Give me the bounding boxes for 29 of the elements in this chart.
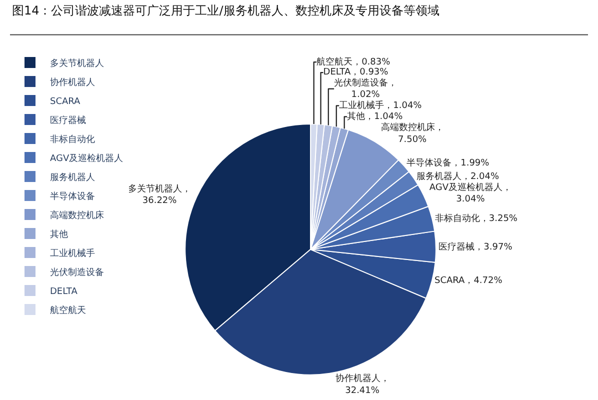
data-label: 非标自动化，3.25% xyxy=(434,212,518,224)
legend-label: 半导体设备 xyxy=(50,191,95,202)
legend-label: SCARA xyxy=(50,97,82,108)
data-label: 工业机械手，1.04% xyxy=(339,100,422,112)
data-label: 半导体设备，1.99% xyxy=(406,158,490,169)
data-label: 光伏制造设备， 1.02% xyxy=(334,78,398,100)
legend-label: 航空航天 xyxy=(50,305,86,316)
data-label: 其他，1.04% xyxy=(347,111,404,122)
data-label: AGV及巡检机器人， 3.04% xyxy=(429,182,512,205)
data-label: 协作机器人， 32.41% xyxy=(335,373,390,396)
legend-label: 光伏制造设备 xyxy=(50,267,104,278)
legend-label: 高端数控机床 xyxy=(50,210,104,222)
data-label: 多关节机器人， 36.22% xyxy=(128,183,192,206)
legend-label: 工业机械手 xyxy=(50,248,95,260)
legend-label: 其他 xyxy=(50,229,68,240)
chart-title: 图14：公司谐波减速器可广泛用于工业/服务机器人、数控机床及专用设备等领域 xyxy=(12,3,440,18)
legend-label: 非标自动化 xyxy=(50,134,95,146)
data-label: 医疗器械，3.97% xyxy=(438,241,513,252)
legend-label: AGV及巡检机器人 xyxy=(50,153,124,164)
legend-label: 多关节机器人 xyxy=(50,58,104,70)
data-label: 服务机器人，2.04% xyxy=(416,170,500,182)
legend-label: DELTA xyxy=(50,287,78,298)
data-label: SCARA，4.72% xyxy=(434,276,503,286)
legend-label: 医疗器械 xyxy=(50,115,86,126)
data-label: 航空航天，0.83% xyxy=(316,56,391,68)
data-label: DELTA，0.93% xyxy=(323,68,389,78)
legend-label: 协作机器人 xyxy=(50,77,95,88)
data-label: 高端数控机床， 7.50% xyxy=(380,122,444,145)
legend-label: 服务机器人 xyxy=(50,172,95,184)
